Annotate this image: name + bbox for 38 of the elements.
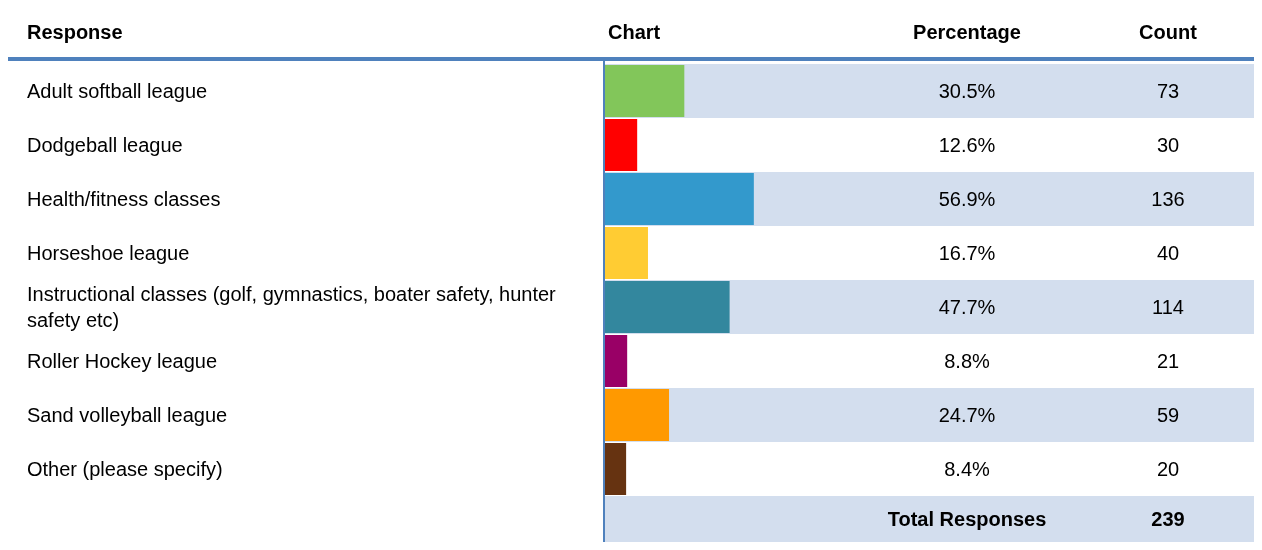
data-label: 8.4% — [943, 456, 991, 482]
text: 114 — [1151, 294, 1185, 320]
y-tick-label: Dodgeball league — [27, 133, 184, 158]
data-label: 16.7% — [937, 240, 997, 266]
text: 20 — [1155, 456, 1181, 482]
y-tick-label: Adult softball league — [27, 79, 209, 104]
data-label: 12.6% — [937, 132, 997, 158]
y-tick-label: Sand volleyball league — [27, 403, 229, 428]
bar — [604, 281, 730, 333]
text: 59 — [1155, 402, 1181, 428]
y-tick-label: Instructional classes (golf, gymnastics, boater safety, hunter safety etc) — [27, 282, 557, 333]
data-label: 24.7% — [937, 402, 997, 428]
text: 73 — [1155, 78, 1181, 104]
text: Count — [1138, 19, 1198, 45]
x-axis-title: Chart — [608, 19, 661, 45]
data-label: 8.8% — [943, 348, 991, 374]
bar — [604, 227, 648, 279]
text: 40 — [1155, 240, 1181, 266]
data-label: 56.9% — [937, 186, 997, 212]
bar — [604, 173, 754, 225]
text: Percentage — [912, 19, 1022, 45]
text: Total Responses — [886, 506, 1048, 532]
text: 239 — [1150, 506, 1186, 532]
bar — [604, 389, 670, 441]
text: 21 — [1155, 348, 1181, 374]
data-label: 30.5% — [937, 78, 997, 104]
bar — [604, 335, 628, 387]
data-label: 47.7% — [937, 294, 997, 320]
bar — [604, 443, 627, 495]
y-axis-title: Response — [27, 19, 123, 45]
bar — [604, 119, 638, 171]
y-tick-label: Roller Hockey league — [27, 349, 219, 374]
text: 136 — [1150, 186, 1186, 212]
y-tick-label: Health/fitness classes — [27, 187, 222, 212]
bar — [604, 65, 685, 117]
y-tick-label: Other (please specify) — [27, 457, 224, 482]
text: 30 — [1155, 132, 1181, 158]
y-tick-label: Horseshoe league — [27, 241, 191, 266]
